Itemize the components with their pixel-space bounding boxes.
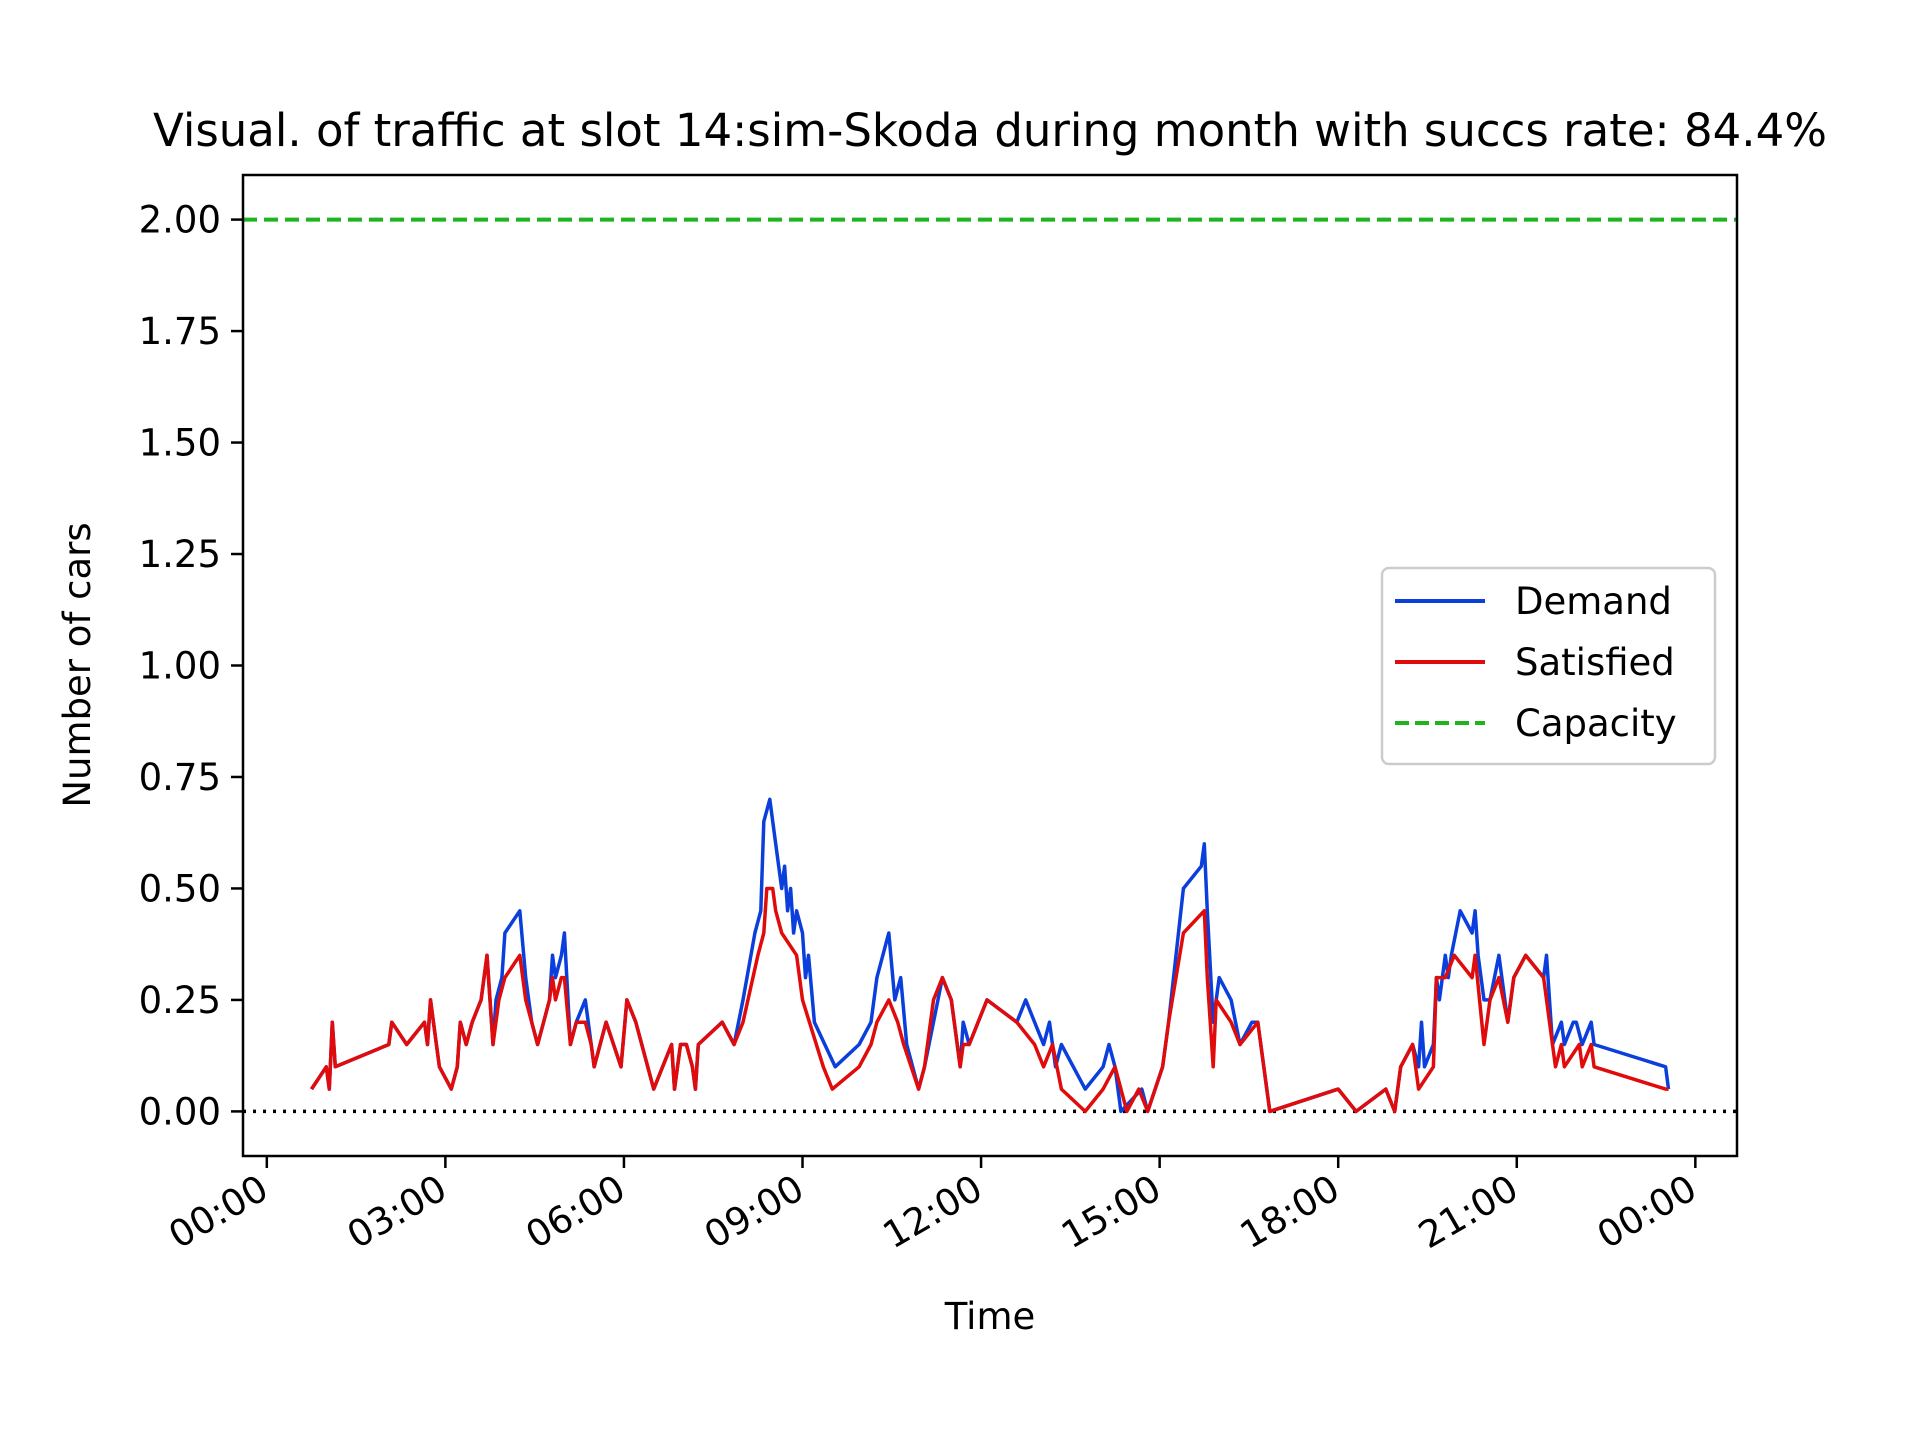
x-tick-label: 00:00 [1590, 1167, 1704, 1258]
series-line-demand [310, 797, 1671, 1114]
y-tick-label: 1.00 [139, 645, 221, 688]
y-axis-label: Number of cars [56, 522, 99, 807]
x-tick-label: 09:00 [697, 1167, 811, 1258]
y-tick-label: 1.50 [139, 422, 221, 465]
y-tick-label: 1.75 [139, 310, 221, 353]
x-axis-label: Time [944, 1295, 1036, 1338]
legend-frame [1380, 566, 1717, 766]
y-tick-label: 0.25 [139, 979, 221, 1022]
x-tick-label: 18:00 [1233, 1167, 1347, 1258]
x-tick-label: 21:00 [1411, 1167, 1525, 1258]
y-tick-label: 0.75 [139, 756, 221, 799]
x-axis: 00:00 03:00 06:00 09:00 12:00 15:00 18:00 21:00… [161, 1156, 1704, 1258]
x-tick-label: 15:00 [1054, 1167, 1168, 1258]
series-layer [243, 217, 1737, 1114]
legend-label-capacity: Capacity [1515, 702, 1677, 745]
y-tick-label: 1.25 [139, 533, 221, 576]
y-tick-label: 0.00 [139, 1090, 221, 1133]
plot-area [241, 173, 1739, 1158]
y-tick-label: 0.50 [139, 867, 221, 910]
y-tick-label: 2.00 [139, 199, 221, 242]
x-tick-label: 03:00 [340, 1167, 454, 1258]
x-tick-label: 00:00 [161, 1167, 275, 1258]
legend: Demand Satisfied Capacity [1380, 566, 1717, 766]
legend-label-demand: Demand [1515, 580, 1672, 623]
series-line-satisfied [310, 886, 1669, 1114]
chart-title: Visual. of traffic at slot 14:sim-Skoda … [153, 104, 1827, 157]
legend-label-satisfied: Satisfied [1515, 641, 1675, 684]
x-tick-label: 12:00 [876, 1167, 990, 1258]
x-tick-label: 06:00 [519, 1167, 633, 1258]
y-axis: 0.00 0.25 0.50 0.75 1.00 1.25 1.50 1.75 2.00 [139, 199, 243, 1133]
